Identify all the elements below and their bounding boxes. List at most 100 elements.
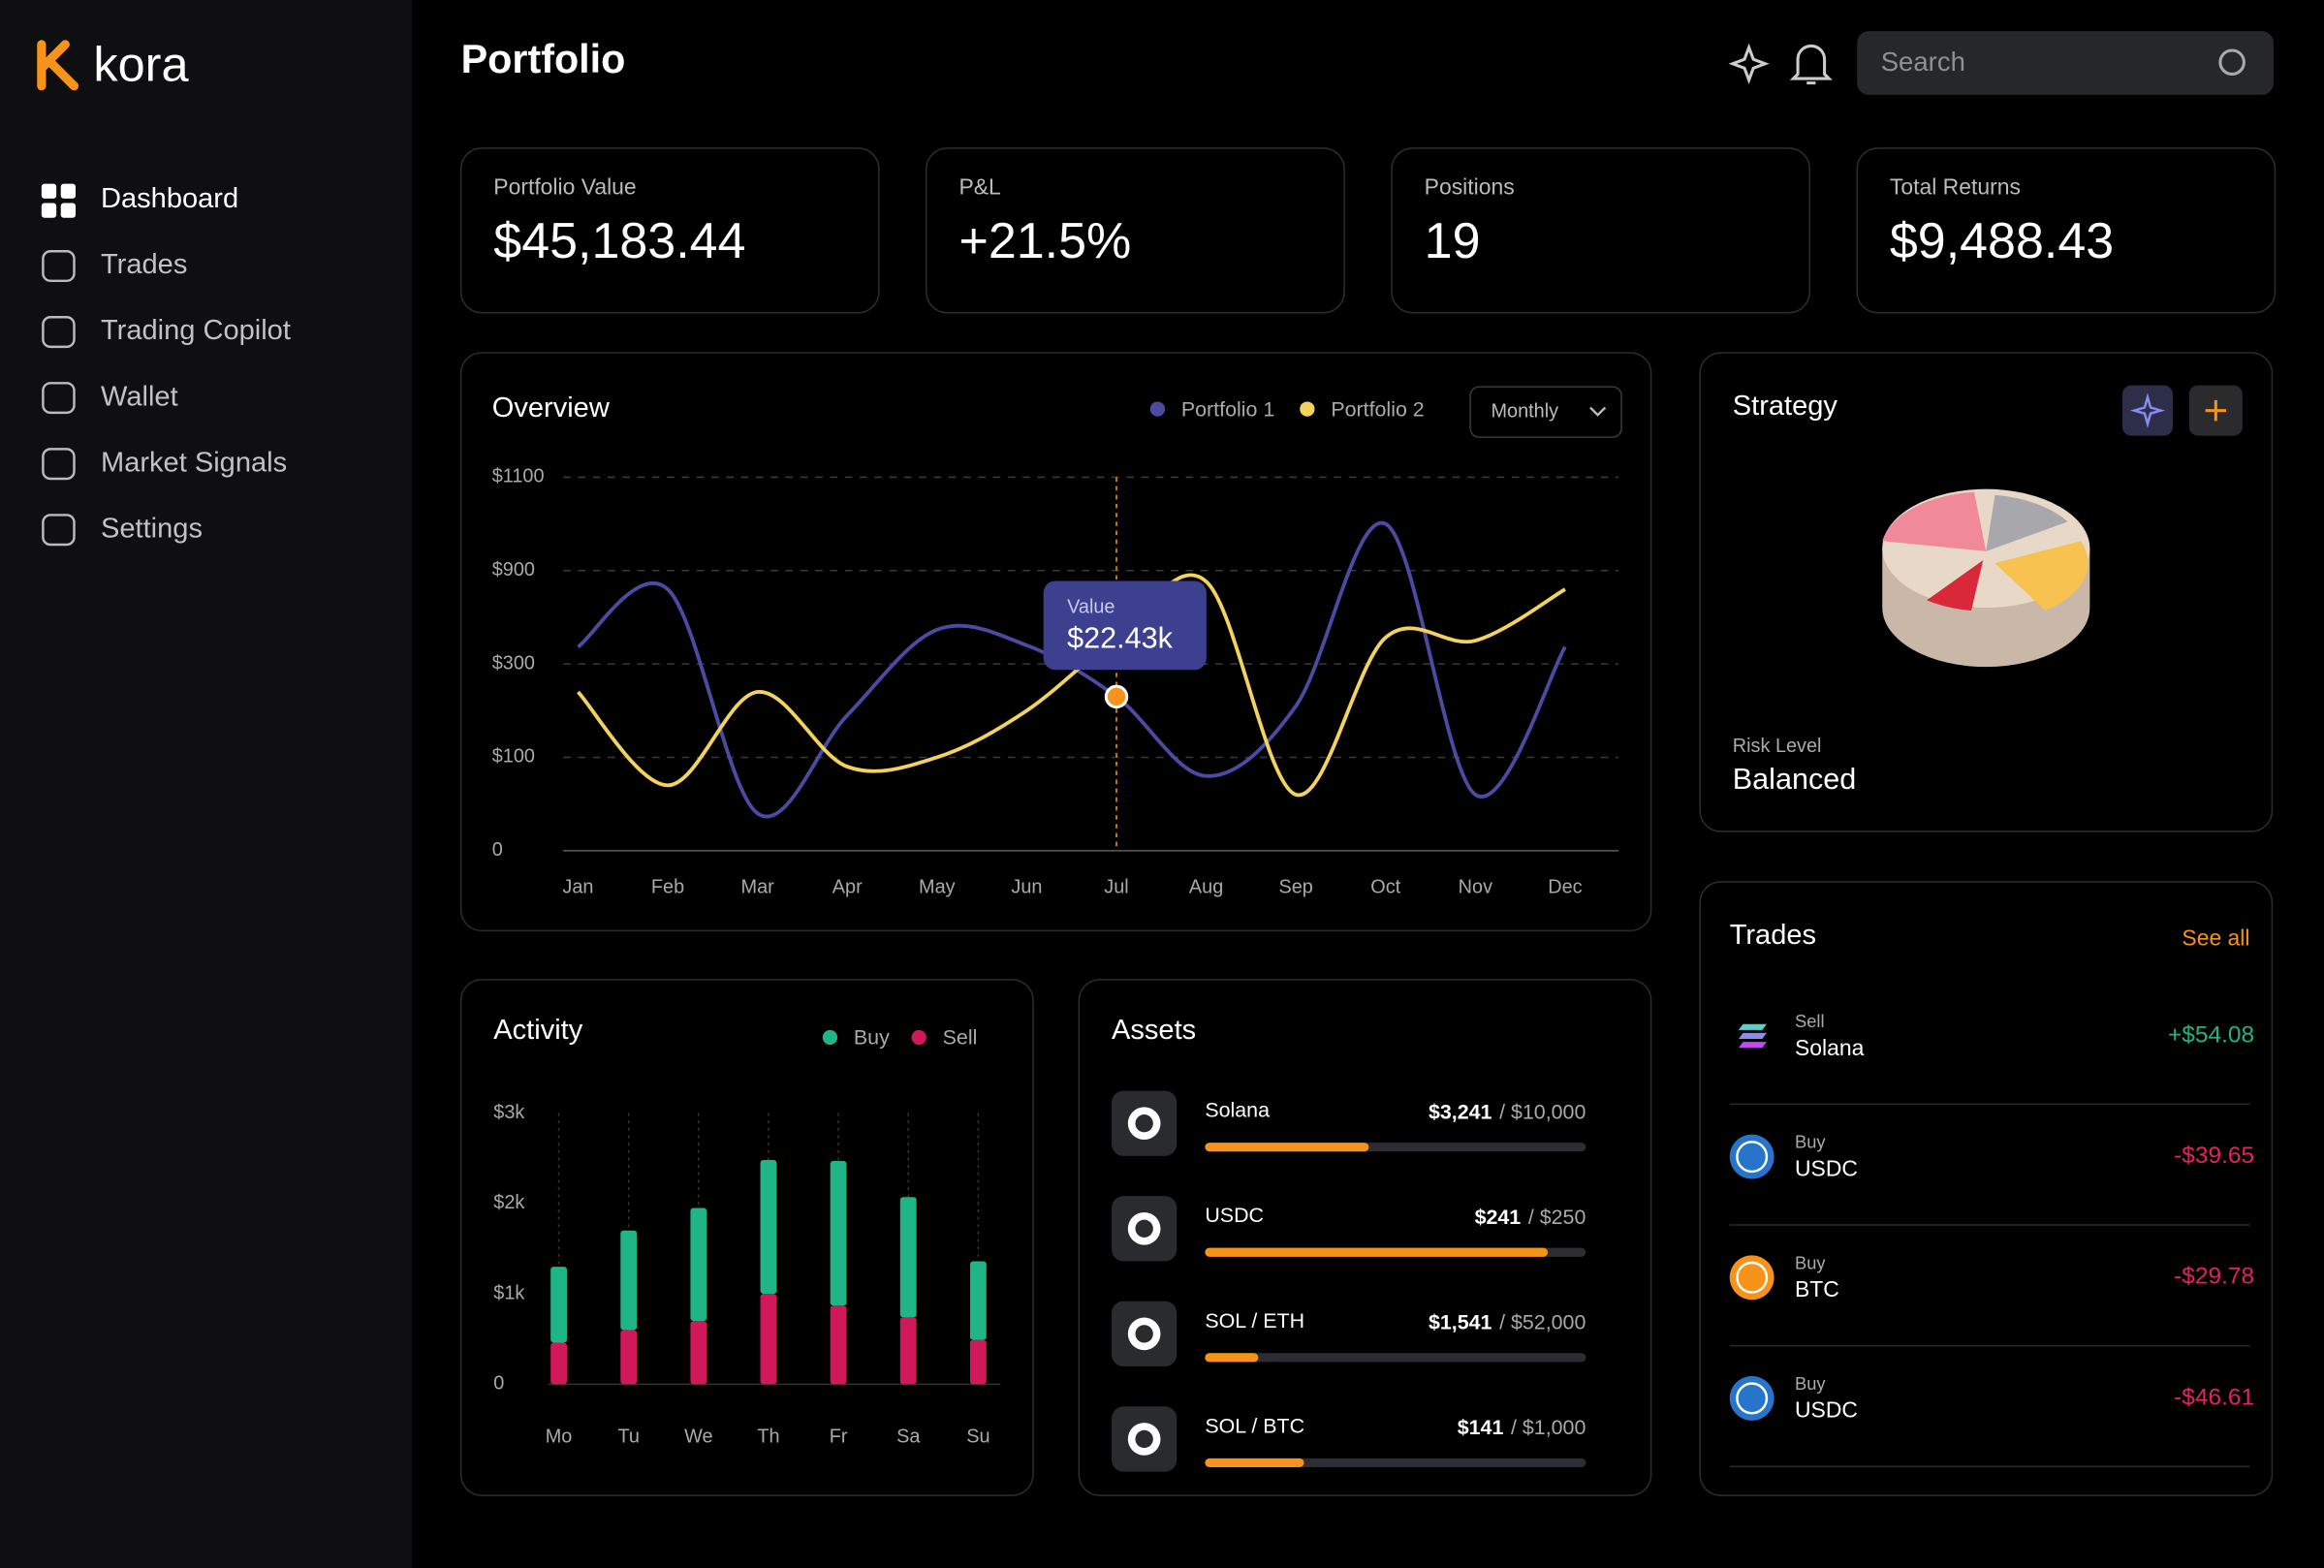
nav-item[interactable]: Market Signals [101, 447, 287, 478]
nav-icon [41, 183, 57, 199]
y-tick-label: $1100 [492, 466, 545, 487]
progress-bar [1205, 1143, 1369, 1152]
bar-segment [899, 1317, 917, 1385]
trade-side: Buy [1795, 1373, 1826, 1394]
asset-name: USDC [1205, 1204, 1264, 1227]
asset-name: SOL / ETH [1205, 1309, 1304, 1333]
bar-segment [830, 1160, 847, 1306]
asset-name: SOL / BTC [1205, 1414, 1304, 1437]
asset-icon-inner [1135, 1429, 1153, 1449]
risk-value: Balanced [1733, 763, 1857, 796]
trade-asset: USDC [1795, 1155, 1858, 1180]
notifications-button[interactable] [1789, 44, 1833, 85]
asset-value: $3,241 [1429, 1100, 1492, 1123]
legend-label: Buy [854, 1026, 890, 1050]
strategy-ai-button[interactable] [2121, 385, 2173, 436]
legend-dot [822, 1029, 838, 1046]
nav-item[interactable]: Trading Copilot [101, 315, 291, 346]
y-tick-label: 0 [493, 1373, 504, 1395]
nav-icon [42, 316, 76, 349]
legend-dot [1149, 401, 1166, 417]
copilot-button[interactable] [1728, 43, 1770, 84]
see-all-link[interactable]: See all [2182, 925, 2249, 951]
nav-icon [41, 203, 57, 218]
trade-amount: -$29.78 [2174, 1264, 2254, 1290]
search-icon[interactable] [2218, 48, 2245, 76]
nav-icon [42, 448, 76, 481]
x-tick-label: Su [966, 1427, 989, 1448]
x-tick-label: Fr [830, 1427, 848, 1448]
search-box[interactable] [1857, 31, 2274, 95]
nav-icon [42, 382, 76, 415]
risk-label: Risk Level [1733, 736, 1822, 757]
trades-card [1699, 881, 2274, 1496]
nav-icon [60, 183, 77, 199]
y-tick-label: $3k [493, 1102, 524, 1123]
x-tick-label: Sa [896, 1427, 921, 1448]
search-placeholder: Search [1881, 47, 1965, 77]
stat-label: Total Returns [1890, 173, 2021, 199]
y-tick-label: $900 [492, 559, 535, 580]
plus-icon [2205, 399, 2227, 422]
x-tick-label: Th [757, 1427, 779, 1448]
logo-mark [37, 40, 79, 91]
x-tick-label: Nov [1459, 876, 1492, 897]
tooltip-point [1104, 684, 1129, 709]
overview-title: Overview [492, 392, 611, 423]
nav-item[interactable]: Trades [101, 249, 187, 280]
sparkle-icon [2129, 392, 2166, 428]
stat-label: P&L [958, 173, 1000, 199]
x-tick-label: Jun [1011, 876, 1042, 897]
assets-card [1078, 979, 1652, 1496]
trade-icon-ring [1736, 1382, 1769, 1415]
trade-amount: +$54.08 [2168, 1021, 2254, 1048]
bar-segment [760, 1294, 777, 1385]
legend-label: Portfolio 2 [1331, 397, 1424, 421]
trade-icon-ring [1736, 1261, 1769, 1294]
trade-side: Sell [1795, 1011, 1825, 1031]
stat-value: $45,183.44 [493, 213, 745, 269]
trade-icon [1738, 1042, 1767, 1049]
stat-value: 19 [1425, 213, 1481, 269]
trades-title: Trades [1730, 920, 1816, 951]
tooltip-label: Value [1067, 596, 1115, 617]
stat-value: $9,488.43 [1890, 213, 2114, 269]
stat-card [1856, 147, 2277, 314]
stat-value: +21.5% [958, 213, 1131, 269]
trade-asset: USDC [1795, 1397, 1858, 1423]
bar-segment [899, 1197, 917, 1318]
bar-segment [690, 1207, 707, 1322]
nav-item[interactable]: Wallet [101, 381, 178, 412]
trade-side: Buy [1795, 1132, 1826, 1152]
bar-segment [760, 1160, 777, 1295]
sidebar [0, 0, 413, 1568]
stat-label: Portfolio Value [493, 173, 636, 199]
trade-amount: -$46.61 [2174, 1384, 2254, 1410]
nav-icon [42, 249, 76, 283]
asset-value: $1,541 [1429, 1310, 1492, 1333]
nav-item[interactable]: Settings [101, 513, 203, 544]
asset-icon-inner [1135, 1325, 1153, 1343]
legend-label: Sell [943, 1026, 978, 1050]
trade-asset: BTC [1795, 1276, 1839, 1301]
asset-total: / $1,000 [1511, 1416, 1586, 1439]
asset-icon-inner [1135, 1219, 1153, 1238]
bar-segment [550, 1342, 567, 1385]
series-line [577, 520, 1567, 819]
nav-item[interactable]: Dashboard [101, 183, 238, 214]
x-tick-label: Oct [1370, 876, 1400, 897]
nav-icon [60, 203, 77, 218]
stat-card [926, 147, 1345, 314]
asset-total: / $250 [1528, 1206, 1586, 1229]
trade-icon [1738, 1023, 1767, 1030]
period-dropdown[interactable] [1469, 386, 1622, 438]
x-tick-label: Jan [562, 876, 593, 897]
x-tick-label: Jul [1104, 876, 1128, 897]
asset-total: / $52,000 [1499, 1310, 1586, 1333]
x-tick-label: Sep [1279, 876, 1313, 897]
y-tick-label: $1k [493, 1282, 524, 1303]
brand[interactable]: kora [93, 37, 189, 92]
bar-segment [969, 1339, 987, 1385]
stat-card [459, 147, 880, 314]
